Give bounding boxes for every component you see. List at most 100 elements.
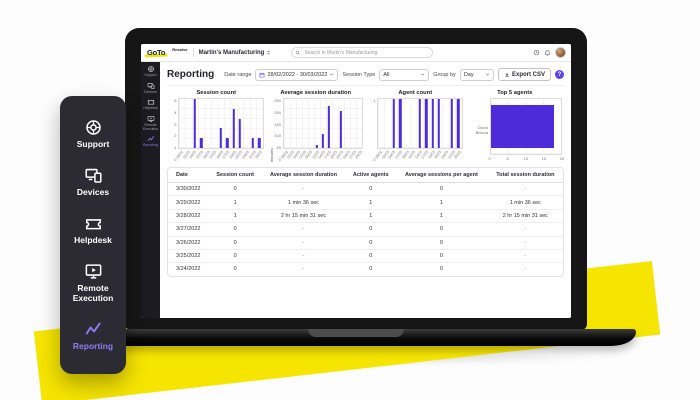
- bar: [490, 105, 554, 148]
- table-cell: 0: [346, 262, 396, 276]
- table-cell: -: [487, 248, 563, 263]
- table-cell: 3/30/2022: [176, 186, 201, 193]
- table-cell: -: [260, 235, 347, 250]
- table-row: 3/26/2022 0-0 0-: [168, 235, 563, 250]
- table-cell: -: [260, 222, 347, 236]
- bell-icon[interactable]: [544, 49, 551, 56]
- y-tick: 3: [174, 121, 177, 127]
- x-tick: 5: [506, 156, 509, 161]
- chart-agent-count: Agent count 1 0 28/02 02/03 04/03 07/03 09/03 12…: [368, 90, 463, 162]
- sidebar-item-devices[interactable]: Devices: [141, 82, 160, 95]
- chart-x-ticks: 28/02 02/03 04/03 07/03 09/03 12/03 14/03 17/03…: [375, 149, 463, 162]
- avatar[interactable]: [555, 47, 566, 58]
- info-icon[interactable]: ?: [555, 70, 564, 79]
- table-cell: 3/26/2022: [168, 235, 210, 250]
- y-tick: 250: [274, 98, 281, 103]
- chart-title: Average session duration: [280, 90, 352, 96]
- search-input[interactable]: [302, 48, 429, 57]
- chevron-down-icon: [329, 72, 334, 77]
- chart-plot-area: minutes 250 200 150 100 50 0 28/02 02/03 04/03 07/…: [268, 98, 363, 162]
- reporting-toolbar: Reporting Date range 28/02/2022 - 30/03/…: [167, 66, 564, 86]
- laptop-base: [88, 329, 636, 346]
- x-tick: 20: [559, 156, 565, 161]
- table-cell: 1: [209, 195, 261, 210]
- y-tick: 4: [174, 109, 177, 115]
- export-csv-button[interactable]: Export CSV: [497, 68, 551, 81]
- bar: [457, 99, 460, 148]
- sidebar-item-label: Support: [144, 73, 157, 77]
- bar: [321, 134, 324, 148]
- bar: [399, 99, 402, 148]
- y-tick: 1: [174, 145, 177, 151]
- y-tick: 0: [278, 156, 281, 162]
- sidebar-item-remote-execution[interactable]: Remote Execution: [63, 262, 123, 304]
- topbar-divider: [192, 48, 194, 57]
- remote-icon: [147, 115, 155, 123]
- chart-y-axis-label: minutes: [268, 147, 274, 162]
- table-cell: 1 min 36 sec: [487, 195, 563, 210]
- sidebar-item-helpdesk[interactable]: Helpdesk: [63, 214, 123, 246]
- company-selector[interactable]: Martin's Manufacturing: [199, 49, 272, 56]
- bar: [251, 138, 255, 148]
- sidebar-item-support[interactable]: Support: [63, 118, 123, 150]
- table-cell: 1: [346, 195, 396, 210]
- x-tick: 10: [523, 156, 528, 161]
- group-by-value: Day: [463, 71, 474, 78]
- main-content: Reporting Date range 28/02/2022 - 30/03/…: [160, 62, 571, 318]
- sidebar-item-label: Reporting: [142, 143, 159, 148]
- column-header-active-agents: Active agents: [346, 168, 396, 183]
- column-header-session-count: Session count: [209, 168, 261, 183]
- sidebar-dock: Support Devices Helpdesk Remote Execution Re…: [60, 96, 126, 374]
- x-tick: 0: [488, 156, 491, 161]
- global-search[interactable]: [291, 47, 433, 58]
- clock-icon[interactable]: [533, 49, 540, 56]
- charts-row: Session count 5 4 3 2 1 0 28/02 02/03 04/03 07/03 0…: [167, 86, 564, 162]
- sidebar-item-label: Devices: [76, 187, 110, 198]
- y-tick: 200: [274, 109, 281, 115]
- table-cell: -: [524, 186, 527, 193]
- sidebar-item-support[interactable]: Support: [141, 65, 160, 78]
- sidebar-item-label: Remote Execution: [72, 283, 114, 303]
- chart-x-ticks: 28/02 02/03 04/03 07/03 09/03 12/03 14/03 17/03…: [280, 149, 363, 162]
- date-range-picker[interactable]: 28/02/2022 - 30/03/2022: [255, 68, 339, 81]
- bar: [339, 110, 342, 148]
- app-topbar: GoTo Resolve Martin's Manufacturing: [141, 44, 571, 62]
- table-cell: 0: [209, 262, 261, 276]
- sidebar-item-devices[interactable]: Devices: [63, 166, 123, 198]
- sidebar-item-remote-execution[interactable]: Remote Execution: [141, 115, 160, 131]
- group-by-select[interactable]: Day: [459, 68, 494, 81]
- table-cell: -: [487, 262, 563, 276]
- session-type-label: Session Type: [342, 71, 376, 78]
- session-type-select[interactable]: All: [379, 68, 430, 81]
- table-cell: 0: [395, 222, 488, 236]
- table-cell: 2 hr 15 min 31 sec: [260, 208, 347, 223]
- lifebuoy-icon: [84, 118, 103, 137]
- table-row: 3/28/2022 1 2 hr 15 min 31 sec 1 1 2 hr 15 mi…: [168, 208, 563, 223]
- devices-icon: [84, 166, 103, 185]
- table-cell: -: [302, 186, 305, 193]
- chart-title: Agent count: [398, 90, 433, 96]
- bar: [437, 99, 441, 148]
- sidebar-item-reporting[interactable]: Reporting: [63, 320, 123, 352]
- table-cell: 3/28/2022: [168, 208, 210, 223]
- chart-title: Top 5 agents: [497, 90, 533, 96]
- table-row: 3/27/2022 0-0 0-: [168, 222, 563, 236]
- table-cell: 0: [369, 186, 373, 193]
- sidebar-item-reporting[interactable]: Reporting: [141, 135, 160, 148]
- app-left-nav: Support Devices Helpdesk Remote Execution Re…: [141, 62, 160, 318]
- chart-average-session-duration: Average session duration minutes 250 200 150…: [269, 90, 364, 162]
- bar: [193, 99, 197, 148]
- table-row: 3/29/2022 1 1 min 36 sec 1 1 1 min 36 sec: [168, 195, 563, 210]
- goto-logo: GoTo: [147, 48, 166, 57]
- sidebar-item-helpdesk[interactable]: Helpdesk: [141, 98, 160, 111]
- table-cell: 0: [209, 235, 261, 250]
- devices-icon: [147, 82, 155, 90]
- company-name: Martin's Manufacturing: [198, 49, 265, 56]
- download-icon: [504, 72, 510, 78]
- x-tick: 15: [541, 156, 547, 161]
- table-cell: 1 min 36 sec: [260, 195, 347, 210]
- y-tick: 2: [174, 133, 177, 139]
- bar: [258, 138, 261, 148]
